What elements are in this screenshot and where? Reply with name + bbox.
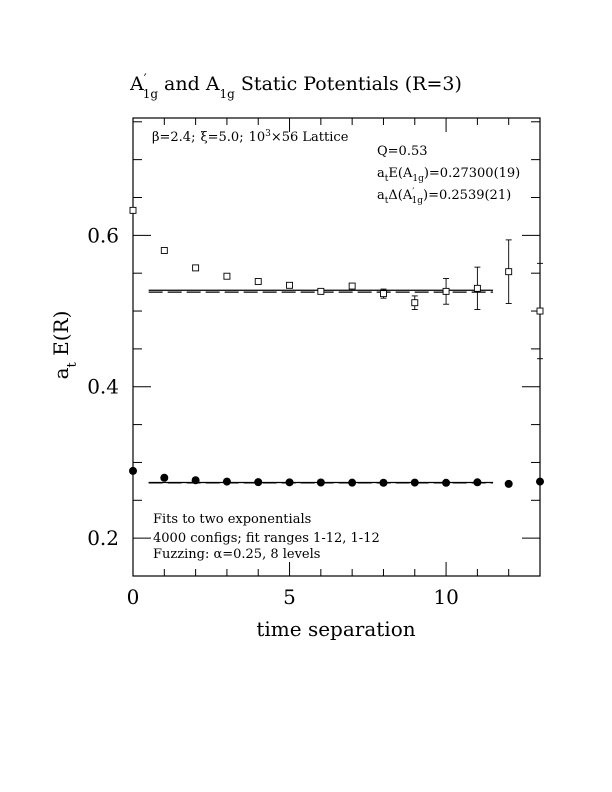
fit-energy-sub-1g: 1g xyxy=(412,174,424,184)
data-point-square xyxy=(129,206,137,214)
fit-gap-sub-1g: 1g xyxy=(412,196,424,206)
lattice-label: β=2.4; ξ=5.0; 103×56 Lattice xyxy=(152,129,349,145)
fit-lines xyxy=(148,289,494,484)
fit-q: Q=0.53 xyxy=(377,144,428,159)
fit-gap-value: )=0.2539(21) xyxy=(423,188,511,203)
fit-energy-mid: E(A xyxy=(388,166,413,181)
fit-gap: atΔ(A′ 1g)=0.2539(21) xyxy=(377,187,511,206)
y-tick-label: 0.2 xyxy=(87,526,119,550)
x-tick-label: 0 xyxy=(127,585,140,609)
data-marks xyxy=(129,206,544,488)
axis-tick-labels: 0 5 10 0.2 0.4 0.6 xyxy=(87,223,459,609)
fit-energy: atE(A1g)=0.27300(19) xyxy=(377,166,520,184)
data-point-square xyxy=(223,272,231,280)
title-a-prime: A xyxy=(129,73,144,95)
fit-gap-prime: ′ xyxy=(412,187,415,198)
fit-gap-sub-t: t xyxy=(385,196,389,206)
data-point-circle xyxy=(442,478,451,487)
data-point-square xyxy=(317,287,325,295)
data-point-circle xyxy=(316,478,325,487)
y-axis-label: at E(R) xyxy=(49,311,80,380)
data-point-square xyxy=(442,287,450,295)
data-point-square xyxy=(286,281,293,289)
data-point-square xyxy=(348,282,356,290)
title-subscript-2: 1g xyxy=(220,87,236,101)
note-fuzzing: Fuzzing: α=0.25, 8 levels xyxy=(153,547,320,562)
title-mid: and A xyxy=(158,73,220,95)
chart-title: A′ 1g and A1g Static Potentials (R=3) xyxy=(129,72,462,101)
data-point-circle xyxy=(379,478,388,487)
data-point-circle xyxy=(504,479,513,488)
title-prime-mark: ′ xyxy=(144,72,147,87)
x-tick-label: 5 xyxy=(283,585,296,609)
data-point-circle xyxy=(191,476,200,485)
data-point-square xyxy=(411,299,419,307)
data-point-circle xyxy=(254,478,263,487)
y-tick-label: 0.6 xyxy=(87,223,119,247)
fit-gap-a: a xyxy=(377,188,385,203)
lattice-vol-exp: 3 xyxy=(265,129,271,139)
y-label-sub: t xyxy=(65,361,80,367)
data-point-square xyxy=(254,278,262,285)
data-point-circle xyxy=(410,478,419,487)
axis-ticks xyxy=(132,118,541,577)
data-point-circle xyxy=(129,466,137,475)
data-point-circle xyxy=(222,477,231,486)
data-point-circle xyxy=(348,478,357,487)
note-fits: Fits to two exponentials xyxy=(153,512,311,527)
data-point-square xyxy=(160,247,168,254)
data-point-square xyxy=(536,307,544,315)
lattice-vol-rest: ×56 Lattice xyxy=(271,130,349,145)
data-point-square xyxy=(192,264,200,272)
x-axis-label: time separation xyxy=(256,617,415,641)
data-point-circle xyxy=(473,478,482,487)
lattice-vol-base: 10 xyxy=(249,130,266,145)
y-label-rest: E(R) xyxy=(49,311,73,363)
data-point-square xyxy=(505,268,513,276)
fit-energy-a: a xyxy=(377,166,385,181)
fit-gap-mid: Δ(A xyxy=(388,188,412,203)
plot-frame xyxy=(132,117,541,577)
y-tick-label: 0.4 xyxy=(87,375,119,399)
lattice-beta: β=2.4; xyxy=(152,130,195,145)
data-point-circle xyxy=(536,477,544,486)
fit-energy-sub-t: t xyxy=(385,174,389,184)
lattice-xi: ξ=5.0; xyxy=(200,130,243,145)
x-tick-label: 10 xyxy=(433,585,458,609)
title-rest: Static Potentials (R=3) xyxy=(235,73,462,95)
y-label-a: a xyxy=(49,367,73,379)
note-configs: 4000 configs; fit ranges 1-12, 1-12 xyxy=(153,531,380,546)
data-point-square xyxy=(473,284,481,292)
data-point-square xyxy=(380,290,387,298)
title-subscript-1: 1g xyxy=(143,87,159,101)
fit-energy-value: )=0.27300(19) xyxy=(424,166,520,181)
data-point-circle xyxy=(160,473,169,482)
data-point-circle xyxy=(285,478,294,487)
